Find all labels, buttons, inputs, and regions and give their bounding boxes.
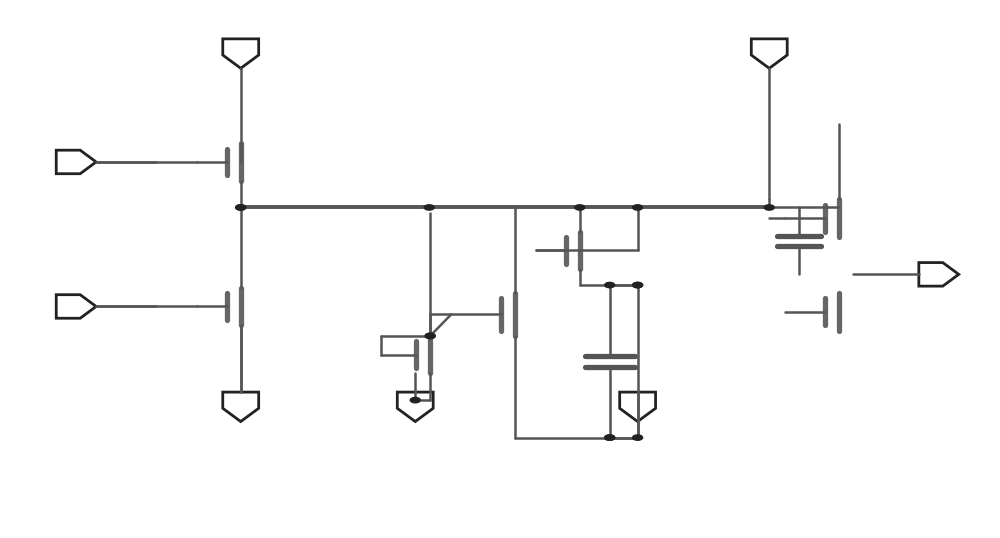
Circle shape: [236, 205, 246, 210]
Circle shape: [410, 398, 420, 403]
Circle shape: [633, 435, 643, 440]
Circle shape: [425, 333, 435, 338]
Circle shape: [575, 205, 585, 210]
Circle shape: [764, 205, 774, 210]
Circle shape: [633, 282, 643, 288]
Circle shape: [424, 205, 434, 210]
Circle shape: [633, 282, 643, 288]
Circle shape: [425, 333, 435, 338]
Circle shape: [605, 282, 615, 288]
Circle shape: [236, 205, 246, 210]
Circle shape: [605, 435, 615, 440]
Circle shape: [633, 205, 643, 210]
Circle shape: [605, 435, 615, 440]
